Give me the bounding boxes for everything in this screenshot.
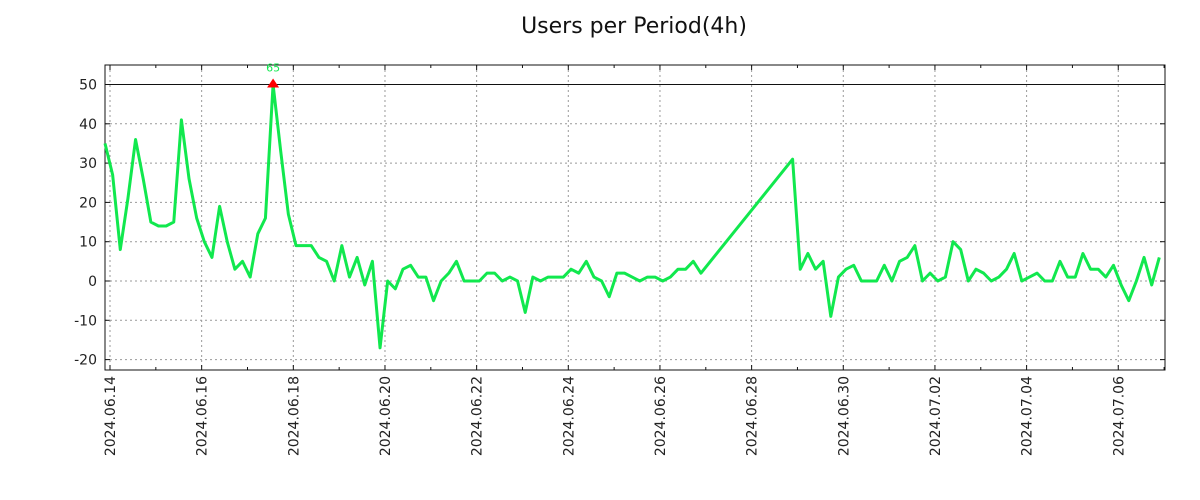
x-tick-label: 2024.06.22	[470, 376, 486, 456]
x-tick-label: 2024.06.18	[286, 376, 302, 456]
peak-marker	[267, 78, 280, 88]
x-tick-label: 2024.06.16	[195, 376, 211, 456]
series-line-users	[103, 83, 1161, 350]
y-tick-label: 0	[88, 274, 97, 290]
x-tick-label: 2024.06.14	[103, 376, 119, 456]
x-tick-label: 2024.06.26	[653, 376, 669, 456]
y-tick-label: 30	[79, 156, 97, 172]
y-tick-label: -10	[74, 313, 97, 329]
x-tick-label: 2024.06.28	[745, 376, 761, 456]
peak-label: 65	[266, 62, 280, 75]
x-tick-label: 2024.07.02	[928, 376, 944, 456]
y-tick-label: 40	[79, 117, 97, 133]
x-tick-label: 2024.06.30	[836, 376, 852, 456]
chart-title: Users per Period(4h)	[521, 14, 747, 39]
y-tick-label: 50	[79, 78, 97, 94]
x-tick-label: 2024.06.20	[378, 376, 394, 456]
plot-frame	[104, 64, 1166, 371]
y-tick-label: 20	[79, 195, 97, 211]
x-tick-label: 2024.07.04	[1020, 376, 1036, 456]
y-tick-label: -20	[74, 353, 97, 369]
x-tick-label: 2024.06.24	[561, 376, 577, 456]
x-tick-label: 2024.07.06	[1111, 376, 1127, 456]
y-tick-label: 10	[79, 235, 97, 251]
